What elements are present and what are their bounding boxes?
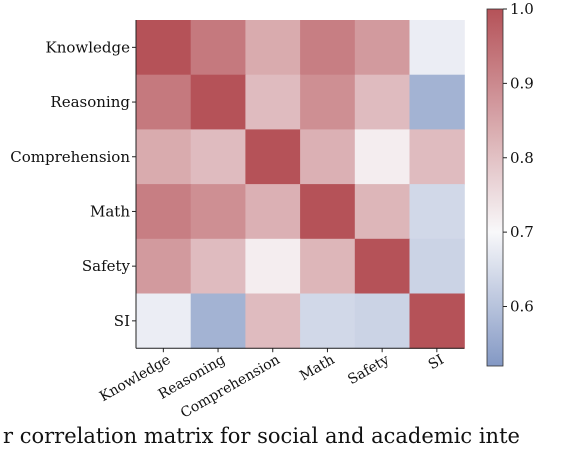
heatmap-cell [409, 129, 465, 185]
colorbar-gradient [486, 8, 504, 367]
heatmap-cell [245, 184, 301, 240]
heatmap-cell [409, 293, 465, 349]
heatmap-cell [190, 293, 246, 349]
heatmap-cell [190, 129, 246, 185]
heatmap-cell [354, 74, 411, 130]
row-label: Knowledge [46, 38, 131, 56]
heatmap-cell [136, 129, 192, 185]
heatmap-cell [354, 184, 411, 240]
heatmap-cell [136, 74, 192, 130]
colorbar-tick-label: 0.6 [510, 298, 534, 316]
heatmap-cell [245, 129, 301, 185]
colorbar-tick-label: 0.8 [510, 149, 534, 167]
heatmap-cell [300, 129, 356, 185]
column-label: Math [297, 352, 337, 385]
row-label: Reasoning [50, 93, 130, 111]
row-label: Safety [82, 257, 131, 275]
heatmap-cell [245, 20, 301, 76]
heatmap-cell [300, 20, 356, 76]
figure-caption: r correlation matrix for social and acad… [3, 424, 520, 446]
heatmap-cell [245, 74, 301, 130]
heatmap-cell [190, 20, 246, 76]
column-label: Safety [345, 352, 392, 388]
heatmap-cell [136, 293, 192, 349]
heatmap-cell [354, 20, 411, 76]
heatmap-cell [409, 20, 465, 76]
colorbar: 0.6 0.7 0.8 0.9 1.0 [486, 0, 534, 367]
colorbar-tick-label: 0.9 [510, 74, 534, 92]
column-label: Comprehension [178, 352, 283, 422]
colorbar-tick-label: 1.0 [510, 0, 534, 18]
heatmap-cell [190, 238, 246, 295]
heatmap-cell [354, 129, 411, 185]
heatmap-cell [136, 20, 192, 76]
heatmap-cells [136, 20, 465, 349]
heatmap-cell [300, 293, 356, 349]
column-label: SI [426, 352, 447, 373]
row-labels: Knowledge Reasoning Comprehension Math Safet… [10, 38, 130, 330]
heatmap-cell [300, 184, 356, 240]
heatmap-cell [190, 74, 246, 130]
heatmap-axes [132, 20, 465, 353]
heatmap-cell [245, 293, 301, 349]
heatmap-cell [300, 238, 356, 295]
row-label: SI [114, 312, 130, 330]
heatmap-cell [409, 74, 465, 130]
colorbar-tick-label: 0.7 [510, 223, 534, 241]
heatmap-cell [136, 238, 192, 295]
heatmap-cell [409, 238, 465, 295]
heatmap-cell [136, 184, 192, 240]
heatmap-cell [354, 238, 411, 295]
heatmap-cell [354, 293, 411, 349]
heatmap-cell [409, 184, 465, 240]
row-label: Comprehension [10, 148, 130, 166]
row-label: Math [90, 202, 130, 220]
heatmap-cell [245, 238, 301, 295]
heatmap-cell [300, 74, 356, 130]
heatmap-cell [190, 184, 246, 240]
